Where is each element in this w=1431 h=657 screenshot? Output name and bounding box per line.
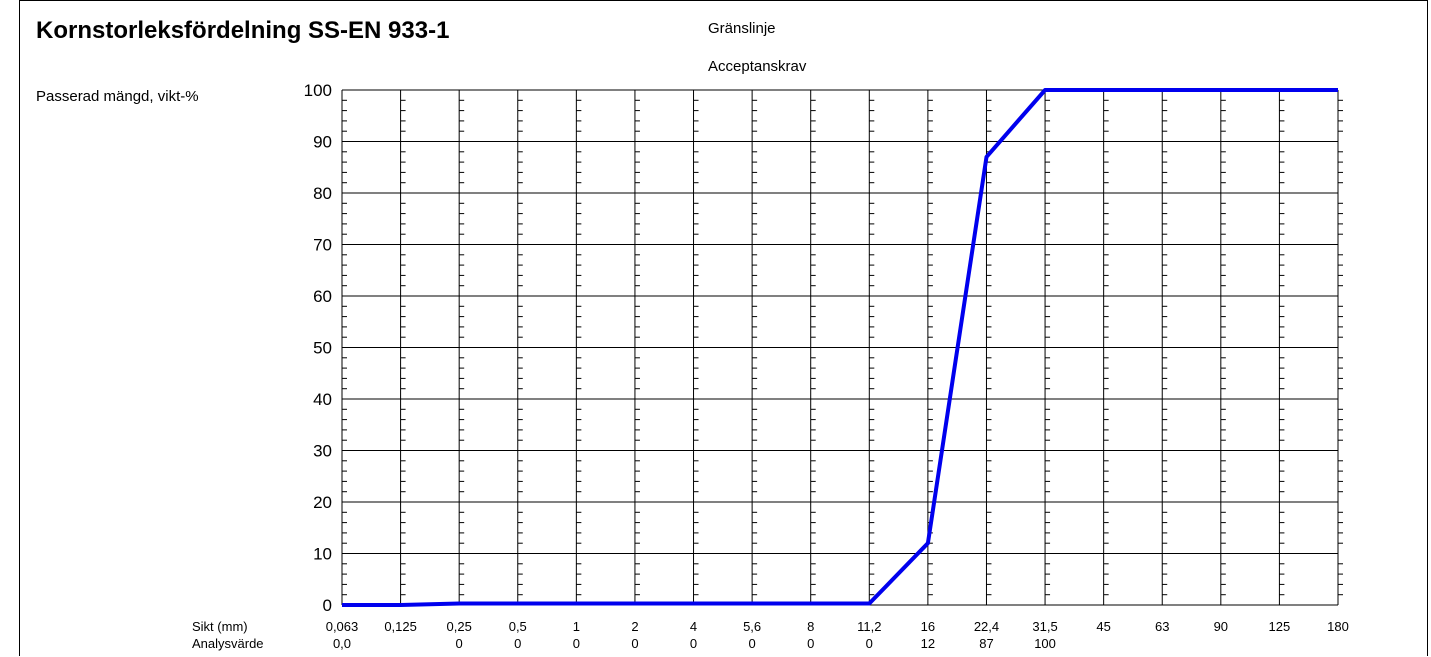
grid: [341, 89, 1343, 606]
analysis-value: 0: [807, 636, 814, 651]
series-layer: [342, 88, 1338, 607]
analysis-value: 0: [690, 636, 697, 651]
x-tick-label: 31,5: [1032, 619, 1057, 634]
x-tick-label: 45: [1096, 619, 1110, 634]
y-tick-label: 50: [313, 339, 332, 358]
y-tick-label: 10: [313, 545, 332, 564]
chart-title: Kornstorleksfördelning SS-EN 933-1: [36, 17, 450, 44]
x-tick-label: 0,25: [447, 619, 472, 634]
x-tick-label: 8: [807, 619, 814, 634]
series-line: [342, 88, 1338, 607]
x-tick-label: 180: [1327, 619, 1349, 634]
x-tick-label: 5,6: [743, 619, 761, 634]
y-tick-label: 70: [313, 236, 332, 255]
x-tick-labels: 0,063 0,0 0,125 0,25 0 0,5 0 1 0 2 0 4 0 5,6 0 8 0 11,2 0 1…: [326, 619, 1349, 651]
analysis-value: 0,0: [333, 636, 351, 651]
analysis-value: 0: [514, 636, 521, 651]
x-tick-label: 90: [1214, 619, 1228, 634]
analysis-value: 0: [749, 636, 756, 651]
analysis-value: 0: [456, 636, 463, 651]
y-axis-label: Passerad mängd, vikt-%: [36, 88, 199, 105]
analysis-row-label: Analysvärde: [192, 636, 264, 651]
y-tick-label: 0: [323, 596, 332, 615]
analysis-value: 0: [866, 636, 873, 651]
y-tick-label: 90: [313, 133, 332, 152]
x-tick-label: 125: [1269, 619, 1291, 634]
y-tick-label: 20: [313, 493, 332, 512]
y-tick-label: 100: [304, 81, 332, 100]
y-tick-label: 30: [313, 442, 332, 461]
x-tick-label: 63: [1155, 619, 1169, 634]
analysis-value: 0: [573, 636, 580, 651]
x-tick-label: 16: [921, 619, 935, 634]
analysis-value: 87: [979, 636, 993, 651]
y-tick-label: 80: [313, 184, 332, 203]
analysis-value: 12: [921, 636, 935, 651]
x-axis-label: Sikt (mm): [192, 619, 248, 634]
x-tick-label: 0,5: [509, 619, 527, 634]
x-tick-label: 22,4: [974, 619, 999, 634]
analysis-value: 100: [1034, 636, 1056, 651]
x-tick-label: 4: [690, 619, 697, 634]
y-tick-labels: 0 10 20 30 40 50 60 70 80 90 100: [304, 81, 332, 615]
legend-entry-acceptanskrav: Acceptanskrav: [708, 58, 807, 75]
x-tick-label: 11,2: [857, 619, 881, 634]
chart-frame: [19, 0, 1428, 656]
analysis-value: 0: [631, 636, 638, 651]
legend-entry-granslinje: Gränslinje: [708, 20, 776, 37]
x-tick-label: 0,063: [326, 619, 359, 634]
x-tick-label: 0,125: [384, 619, 417, 634]
x-tick-label: 1: [573, 619, 580, 634]
x-tick-label: 2: [631, 619, 638, 634]
y-tick-label: 40: [313, 390, 332, 409]
y-tick-label: 60: [313, 287, 332, 306]
